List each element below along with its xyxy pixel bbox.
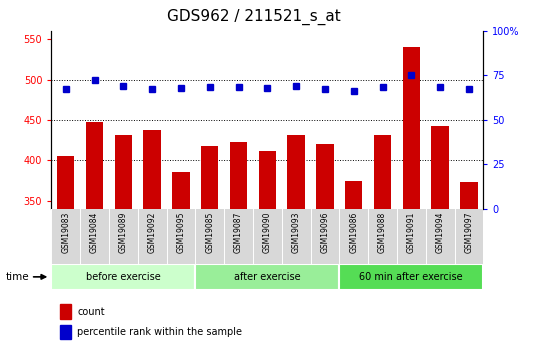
Text: after exercise: after exercise: [234, 272, 301, 282]
Bar: [195, 264, 339, 290]
Bar: [339, 264, 483, 290]
Bar: [201, 146, 218, 209]
Bar: [114, 135, 132, 209]
Text: GSM19088: GSM19088: [378, 211, 387, 253]
Bar: [57, 156, 75, 209]
Bar: [60, 325, 71, 339]
Text: 60 min after exercise: 60 min after exercise: [360, 272, 463, 282]
Text: GSM19087: GSM19087: [234, 211, 243, 253]
Bar: [403, 47, 420, 209]
Text: GSM19093: GSM19093: [292, 211, 301, 253]
Bar: [172, 171, 190, 209]
Bar: [287, 135, 305, 209]
Text: GSM19090: GSM19090: [263, 211, 272, 253]
Text: GSM19095: GSM19095: [177, 211, 185, 253]
Text: GSM19094: GSM19094: [436, 211, 444, 253]
Text: GSM19085: GSM19085: [205, 211, 214, 253]
Text: GSM19084: GSM19084: [90, 211, 99, 253]
Bar: [144, 130, 161, 209]
Bar: [316, 144, 334, 209]
Bar: [431, 126, 449, 209]
Text: GSM19083: GSM19083: [61, 211, 70, 253]
Bar: [230, 142, 247, 209]
Bar: [460, 182, 477, 209]
Text: GSM19097: GSM19097: [464, 211, 474, 253]
Text: GSM19086: GSM19086: [349, 211, 358, 253]
Text: count: count: [77, 307, 105, 317]
Text: GDS962 / 211521_s_at: GDS962 / 211521_s_at: [167, 9, 341, 25]
Bar: [86, 121, 103, 209]
Text: GSM19096: GSM19096: [320, 211, 329, 253]
Text: GSM19089: GSM19089: [119, 211, 128, 253]
Text: time: time: [5, 272, 29, 282]
Bar: [259, 151, 276, 209]
Bar: [345, 181, 362, 209]
Bar: [374, 135, 391, 209]
Text: GSM19092: GSM19092: [147, 211, 157, 253]
Bar: [51, 264, 195, 290]
Bar: [60, 304, 71, 319]
Text: GSM19091: GSM19091: [407, 211, 416, 253]
Text: percentile rank within the sample: percentile rank within the sample: [77, 327, 242, 337]
Text: before exercise: before exercise: [86, 272, 161, 282]
